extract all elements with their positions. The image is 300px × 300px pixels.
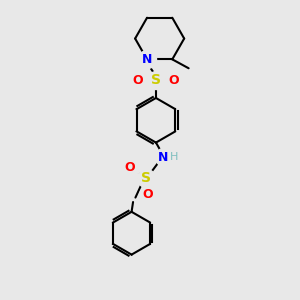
Text: S: S [140,171,151,185]
Text: N: N [142,53,152,66]
Text: S: S [151,73,161,87]
Text: N: N [158,151,169,164]
Text: O: O [142,188,153,201]
Text: O: O [133,74,143,87]
Text: O: O [169,74,179,87]
Text: O: O [125,161,135,174]
Text: H: H [170,152,178,162]
